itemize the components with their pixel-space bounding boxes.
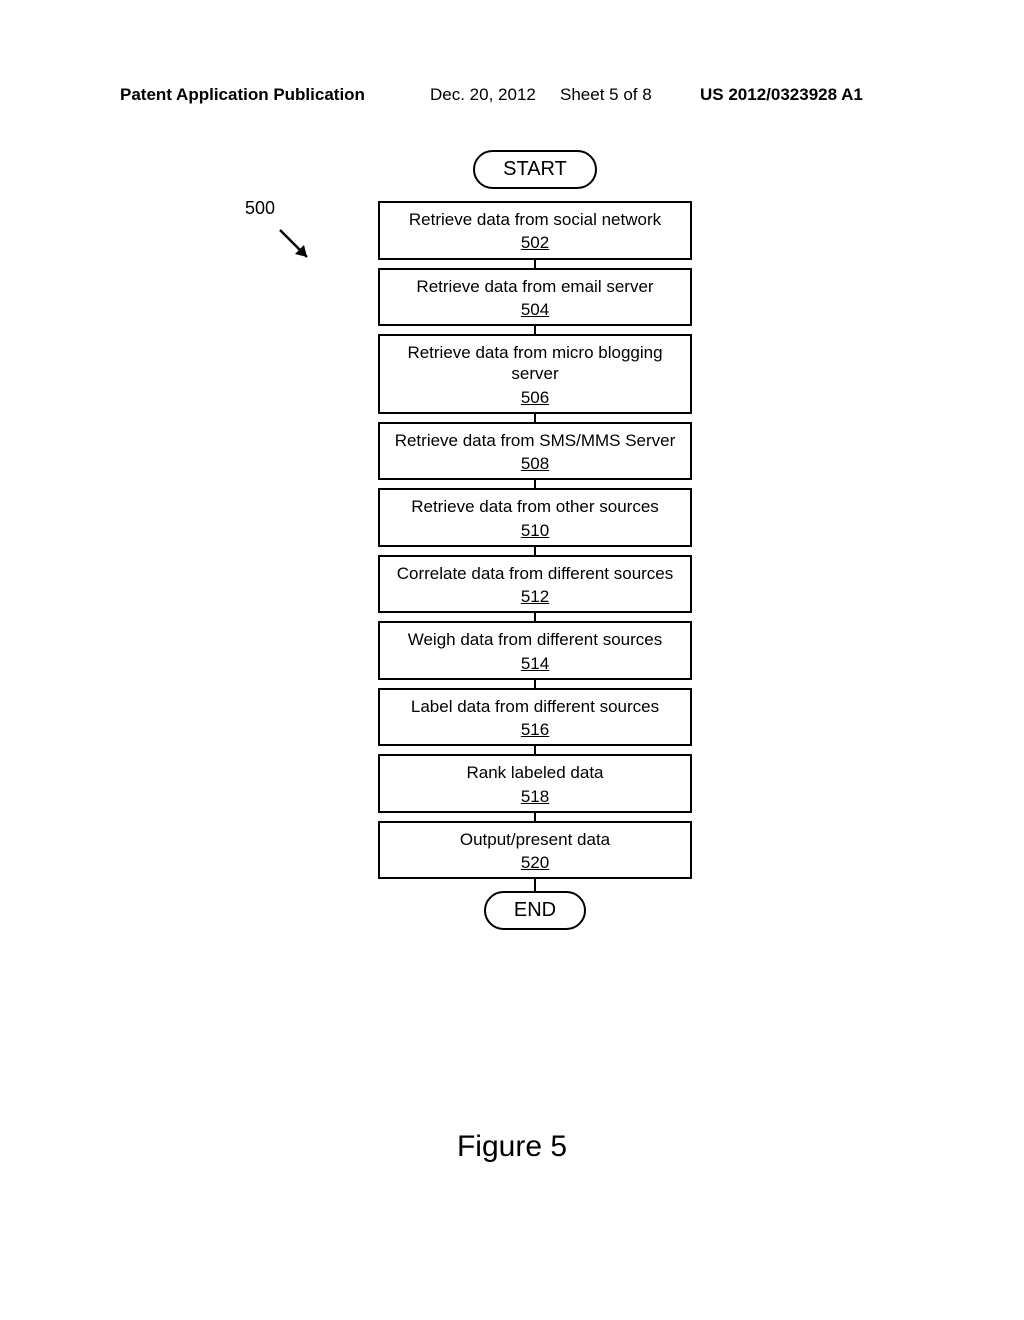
step-text: Label data from different sources [411, 697, 659, 716]
arrow [378, 547, 692, 555]
flowchart-step: Retrieve data from SMS/MMS Server 508 [378, 422, 692, 481]
start-terminator: START [473, 150, 597, 189]
figure-caption: Figure 5 [0, 1130, 1024, 1164]
step-text: Correlate data from different sources [397, 564, 674, 583]
step-ref-number: 508 [388, 453, 682, 474]
step-text: Retrieve data from email server [416, 277, 653, 296]
arrow [378, 414, 692, 422]
step-text: Retrieve data from other sources [411, 497, 659, 516]
arrow [378, 879, 692, 891]
step-ref-number: 516 [388, 719, 682, 740]
flowchart: START Retrieve data from social network 5… [370, 150, 700, 930]
flowchart-step: Label data from different sources 516 [378, 688, 692, 747]
step-text: Retrieve data from SMS/MMS Server [395, 431, 676, 450]
end-terminator: END [484, 891, 586, 930]
step-text: Retrieve data from micro blogging server [407, 343, 662, 383]
publication-date: Dec. 20, 2012 [430, 85, 536, 105]
flowchart-step: Rank labeled data 518 [378, 754, 692, 813]
sheet-label: Sheet 5 of 8 [560, 85, 652, 105]
step-ref-number: 512 [388, 586, 682, 607]
arrow [378, 260, 692, 268]
flowchart-step: Output/present data 520 [378, 821, 692, 880]
figure-reference-500: 500 [245, 198, 275, 219]
step-ref-number: 506 [388, 387, 682, 408]
step-ref-number: 510 [388, 520, 682, 541]
arrow [378, 680, 692, 688]
flowchart-step: Retrieve data from social network 502 [378, 201, 692, 260]
step-text: Rank labeled data [466, 763, 603, 782]
arrow [378, 326, 692, 334]
publication-label: Patent Application Publication [120, 85, 365, 105]
reference-arrow-icon [275, 225, 325, 275]
step-text: Weigh data from different sources [408, 630, 663, 649]
step-ref-number: 518 [388, 786, 682, 807]
step-ref-number: 520 [388, 852, 682, 873]
flowchart-step: Retrieve data from email server 504 [378, 268, 692, 327]
patent-number: US 2012/0323928 A1 [700, 85, 863, 105]
step-ref-number: 504 [388, 299, 682, 320]
flowchart-step: Retrieve data from other sources 510 [378, 488, 692, 547]
step-text: Output/present data [460, 830, 610, 849]
step-ref-number: 502 [388, 232, 682, 253]
flowchart-step: Retrieve data from micro blogging server… [378, 334, 692, 414]
arrow [378, 480, 692, 488]
flowchart-step: Weigh data from different sources 514 [378, 621, 692, 680]
step-text: Retrieve data from social network [409, 210, 661, 229]
step-ref-number: 514 [388, 653, 682, 674]
arrow [378, 746, 692, 754]
arrow [378, 613, 692, 621]
arrow [378, 813, 692, 821]
flowchart-step: Correlate data from different sources 512 [378, 555, 692, 614]
